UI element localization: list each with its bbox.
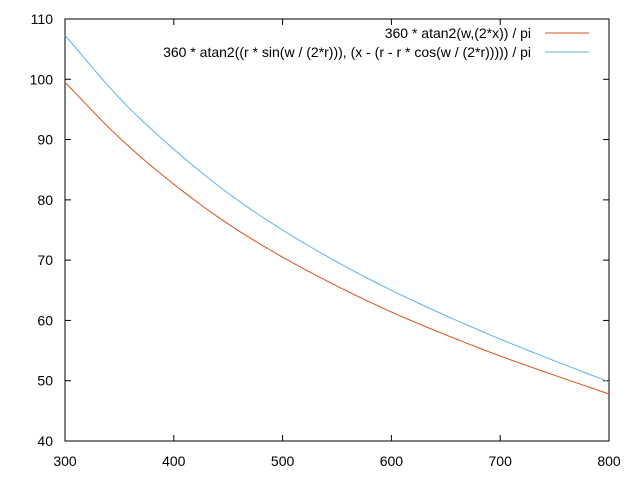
x-tick-label: 700: [489, 453, 513, 469]
plot-area: 300 400 500 600 700 800 40 50 60 70 80 90 100 110: [30, 11, 621, 469]
legend-label-1: 360 * atan2(w,(2*x)) / pi: [385, 25, 531, 41]
legend: 360 * atan2(w,(2*x)) / pi 360 * atan2((r …: [163, 25, 589, 60]
y-tick-label: 110: [31, 11, 54, 27]
x-tick-label: 800: [597, 453, 621, 469]
y-tick-label: 80: [37, 192, 53, 208]
x-tick-label: 400: [162, 453, 186, 469]
y-tick-label: 70: [37, 252, 53, 268]
y-tick-label: 40: [37, 433, 53, 449]
y-tick-label: 60: [37, 312, 53, 328]
x-tick-label: 500: [271, 453, 295, 469]
plot-frame: [64, 18, 610, 442]
y-tick-label: 90: [37, 132, 53, 148]
x-tick-label: 600: [380, 453, 404, 469]
series-line-2: [64, 34, 610, 383]
x-tick-label: 300: [53, 453, 77, 469]
series-line-1: [64, 81, 610, 395]
series-layer: [64, 34, 610, 395]
y-tick-label: 50: [37, 373, 53, 389]
legend-label-2: 360 * atan2((r * sin(w / (2*r))), (x - (…: [163, 44, 531, 60]
y-tick-label: 100: [30, 71, 54, 87]
